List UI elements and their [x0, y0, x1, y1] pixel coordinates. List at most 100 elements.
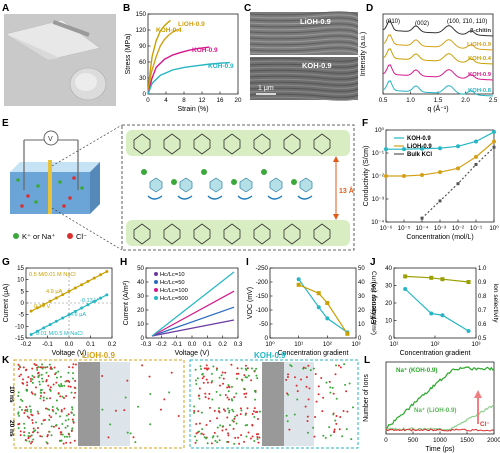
- g-point: [92, 299, 96, 303]
- sim-ion: [40, 435, 43, 438]
- sim-ion: [63, 407, 66, 410]
- cation-ion: [201, 169, 207, 175]
- h-xlabel: Voltage (V): [175, 350, 210, 357]
- sim-ion: [246, 367, 249, 370]
- sim-ion: [38, 380, 41, 383]
- f-point: [438, 170, 442, 175]
- f-point: [456, 166, 460, 171]
- panel-label-e: E: [2, 118, 9, 129]
- g-ytick-label: 0: [21, 300, 25, 307]
- b-series-2: [147, 46, 210, 95]
- sim-ion: [345, 390, 348, 393]
- membrane-slab: [48, 160, 52, 214]
- b-label-lioh09: LiOH-0.9: [178, 21, 205, 28]
- d-series-label-2: KOH-0.4: [468, 56, 492, 62]
- sim-ion: [244, 424, 247, 427]
- sim-ion: [225, 428, 228, 431]
- l-ylabel: Number of Ions: [363, 374, 370, 422]
- sim-ion: [322, 396, 325, 399]
- i-voc: [298, 278, 348, 333]
- f-point: [474, 139, 478, 144]
- sim-ion: [29, 442, 32, 445]
- j-sel-point: [466, 280, 471, 284]
- sim-ion: [34, 393, 37, 396]
- h-legend-0: Hc/Lc=10: [160, 272, 185, 278]
- sim-ion: [251, 413, 254, 416]
- g-xtick-label: 0.1: [86, 341, 95, 348]
- sim-box-left: [13, 359, 185, 449]
- b-frame: [147, 13, 239, 95]
- j-ytick-label: 10: [385, 318, 392, 325]
- g-point: [80, 306, 84, 310]
- sim-ion: [48, 408, 51, 411]
- sim-ion: [64, 419, 67, 422]
- flow-arrow: [267, 195, 283, 200]
- sim-ion: [24, 409, 27, 412]
- sim-ion: [26, 384, 29, 387]
- f-xtick-label: 10⁻⁵: [398, 225, 411, 232]
- sim-ion: [71, 408, 74, 411]
- f-point: [384, 174, 388, 178]
- j-eff-point: [440, 313, 445, 318]
- g-ytick-label: -5: [18, 312, 24, 319]
- sim-ion: [129, 432, 132, 435]
- sim-ion: [28, 416, 31, 419]
- sim-ion: [48, 418, 51, 421]
- j-ytick-label: 30: [385, 283, 392, 290]
- g-xtick-label: 0.0: [65, 341, 74, 348]
- sim-ion: [71, 406, 74, 409]
- sim-ion: [31, 431, 34, 434]
- sim-ion: [52, 383, 55, 386]
- sim-ion: [28, 405, 31, 408]
- sim-ion: [216, 441, 219, 444]
- legend-cation-dot: [13, 233, 19, 239]
- sim-ion: [216, 435, 219, 438]
- benzene-ring: [299, 177, 313, 193]
- sim-ion: [61, 433, 64, 436]
- f-point: [492, 145, 496, 149]
- sem-fiber: [249, 63, 359, 68]
- sim-ion: [73, 439, 76, 442]
- sim-ion: [253, 369, 256, 372]
- sim-ion: [332, 413, 335, 416]
- sim-ion: [233, 396, 236, 399]
- sim-ion: [45, 397, 48, 400]
- d-peak-100: (100, 1̄10, 110): [447, 19, 487, 25]
- b-xtick-label: 8: [182, 97, 186, 104]
- h-ytick-label: 20: [137, 307, 144, 314]
- sem-fiber: [249, 84, 359, 89]
- sim-ion: [53, 366, 56, 369]
- sim-ion: [328, 380, 331, 383]
- chart-g: -0.2 -0.1 0.0 0.1 0.2 -15 -10 -5 0 5 10 15 Voltage (…: [3, 265, 117, 357]
- sim-ion: [216, 417, 219, 420]
- d-series-label-1: LiOH-0.9: [467, 42, 492, 48]
- g-ann-3: -0.13 V: [80, 298, 98, 304]
- panel-label-b: B: [123, 3, 130, 14]
- sim-ion: [59, 415, 62, 418]
- sim-ion: [226, 386, 229, 389]
- g-point: [42, 326, 46, 330]
- sim-ion: [70, 391, 73, 394]
- sim-ion: [71, 377, 74, 380]
- sim-ion: [44, 366, 47, 369]
- sim-ion: [20, 373, 23, 376]
- sim-ion: [226, 416, 229, 419]
- f-legend-0: KOH-0.9: [407, 136, 431, 142]
- panel-j: J 10¹ 10² 10³ 0 10 20 30 40 Concentration gradie…: [370, 257, 499, 357]
- b-ytick-label: 120: [136, 27, 147, 34]
- sim-ion: [244, 396, 247, 399]
- j-sel: [405, 275, 469, 283]
- sim-ion: [253, 440, 256, 443]
- g-point: [105, 293, 109, 297]
- sim-ion: [48, 414, 51, 417]
- sim-ion: [211, 380, 214, 383]
- sim-ion: [71, 418, 74, 421]
- sim-ion: [17, 367, 20, 370]
- zoom-line-top: [51, 124, 123, 167]
- sem-texture: [249, 11, 359, 101]
- g-point: [54, 296, 58, 300]
- sim-ion: [237, 372, 240, 375]
- chart-h: -0.3 -0.2 -0.1 0.0 0.1 0.2 0.3 0 10 20 30 40 50 Volta…: [123, 265, 243, 357]
- d-xtick-label: 0.5: [379, 97, 388, 104]
- sim-ion: [329, 391, 332, 394]
